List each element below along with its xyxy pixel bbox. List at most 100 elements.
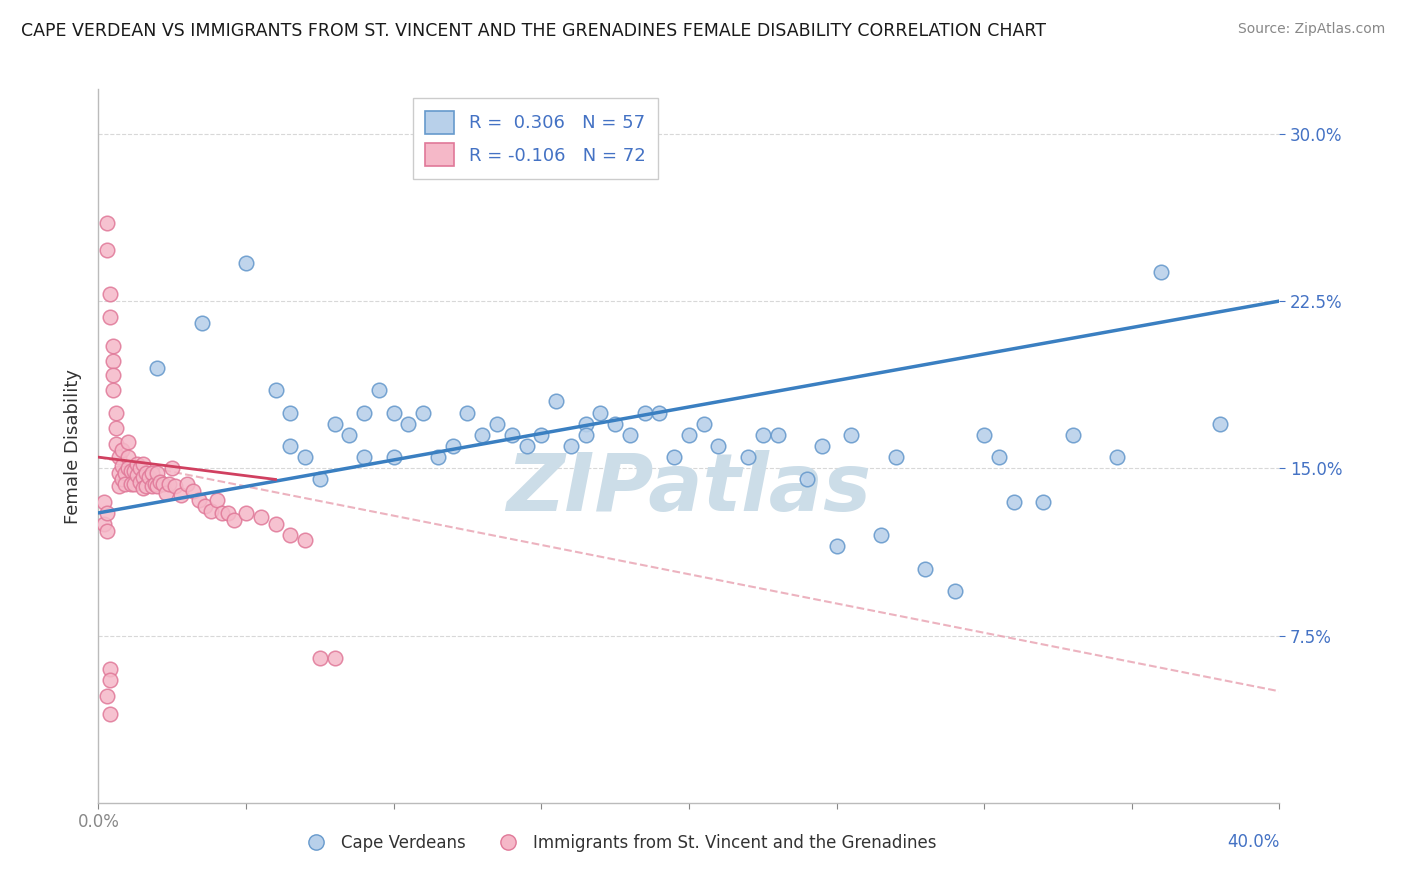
Point [105, 405, 128, 419]
Point [111, 443, 134, 458]
Point [98, 287, 121, 301]
Point [108, 466, 131, 480]
Point [132, 457, 155, 471]
Point [165, 479, 187, 493]
Point [471, 427, 494, 442]
Point [648, 405, 671, 419]
Point [914, 562, 936, 576]
Point [103, 338, 125, 352]
Point [217, 506, 239, 520]
Y-axis label: Female Disability: Female Disability [63, 368, 82, 524]
Point [143, 476, 166, 491]
Point [135, 479, 157, 493]
Point [111, 458, 134, 473]
Point [870, 528, 893, 542]
Point [884, 450, 907, 464]
Point [825, 539, 848, 553]
Point [98, 310, 121, 324]
Text: Source: ZipAtlas.com: Source: ZipAtlas.com [1237, 22, 1385, 37]
Point [114, 476, 136, 491]
Point [546, 394, 568, 409]
Point [368, 384, 391, 398]
Point [191, 316, 214, 330]
Point [146, 479, 169, 493]
Point [382, 450, 405, 464]
Point [280, 528, 302, 542]
Point [141, 479, 163, 493]
Point [841, 427, 863, 442]
Point [105, 436, 128, 450]
Point [412, 405, 434, 419]
Point [943, 583, 966, 598]
Point [1107, 450, 1129, 464]
Point [103, 354, 125, 368]
Point [138, 470, 160, 484]
Legend: Cape Verdeans, Immigrants from St. Vincent and the Grenadines: Cape Verdeans, Immigrants from St. Vince… [292, 828, 943, 859]
Point [280, 439, 302, 453]
Point [117, 434, 139, 449]
Point [707, 439, 730, 453]
Text: ZIPatlas: ZIPatlas [506, 450, 872, 528]
Point [796, 473, 818, 487]
Point [988, 450, 1011, 464]
Point [664, 450, 686, 464]
Point [235, 256, 257, 270]
Point [486, 417, 509, 431]
Text: CAPE VERDEAN VS IMMIGRANTS FROM ST. VINCENT AND THE GRENADINES FEMALE DISABILITY: CAPE VERDEAN VS IMMIGRANTS FROM ST. VINC… [21, 22, 1046, 40]
Point [634, 405, 657, 419]
Point [309, 473, 332, 487]
Point [128, 461, 150, 475]
Point [105, 421, 128, 435]
Point [146, 466, 169, 480]
Point [96, 243, 118, 257]
Point [108, 479, 131, 493]
Point [96, 216, 118, 230]
Point [339, 427, 361, 442]
Point [181, 483, 204, 498]
Point [1209, 417, 1232, 431]
Point [1150, 265, 1173, 279]
Point [114, 466, 136, 480]
Point [141, 466, 163, 480]
Point [98, 673, 121, 687]
Point [176, 476, 198, 491]
Point [1062, 427, 1084, 442]
Point [135, 466, 157, 480]
Point [737, 450, 759, 464]
Point [323, 651, 346, 665]
Point [187, 492, 209, 507]
Point [120, 476, 142, 491]
Point [605, 417, 627, 431]
Point [149, 475, 172, 489]
Point [973, 427, 995, 442]
Point [575, 427, 598, 442]
Point [132, 482, 155, 496]
Point [323, 417, 346, 431]
Point [96, 506, 118, 520]
Point [294, 533, 316, 547]
Point [103, 368, 125, 382]
Point [93, 516, 115, 531]
Point [117, 450, 139, 464]
Point [530, 427, 553, 442]
Point [108, 450, 131, 464]
Point [766, 427, 789, 442]
Point [427, 450, 450, 464]
Point [211, 506, 233, 520]
Text: 40.0%: 40.0% [1227, 833, 1279, 851]
Point [516, 439, 538, 453]
Point [122, 464, 145, 478]
Point [678, 427, 700, 442]
Point [122, 476, 145, 491]
Point [120, 464, 142, 478]
Point [264, 516, 287, 531]
Point [194, 499, 217, 513]
Point [146, 360, 169, 375]
Point [170, 488, 193, 502]
Point [353, 405, 375, 419]
Point [589, 405, 612, 419]
Point [441, 439, 464, 453]
Point [125, 457, 148, 471]
Point [280, 405, 302, 419]
Point [96, 689, 118, 703]
